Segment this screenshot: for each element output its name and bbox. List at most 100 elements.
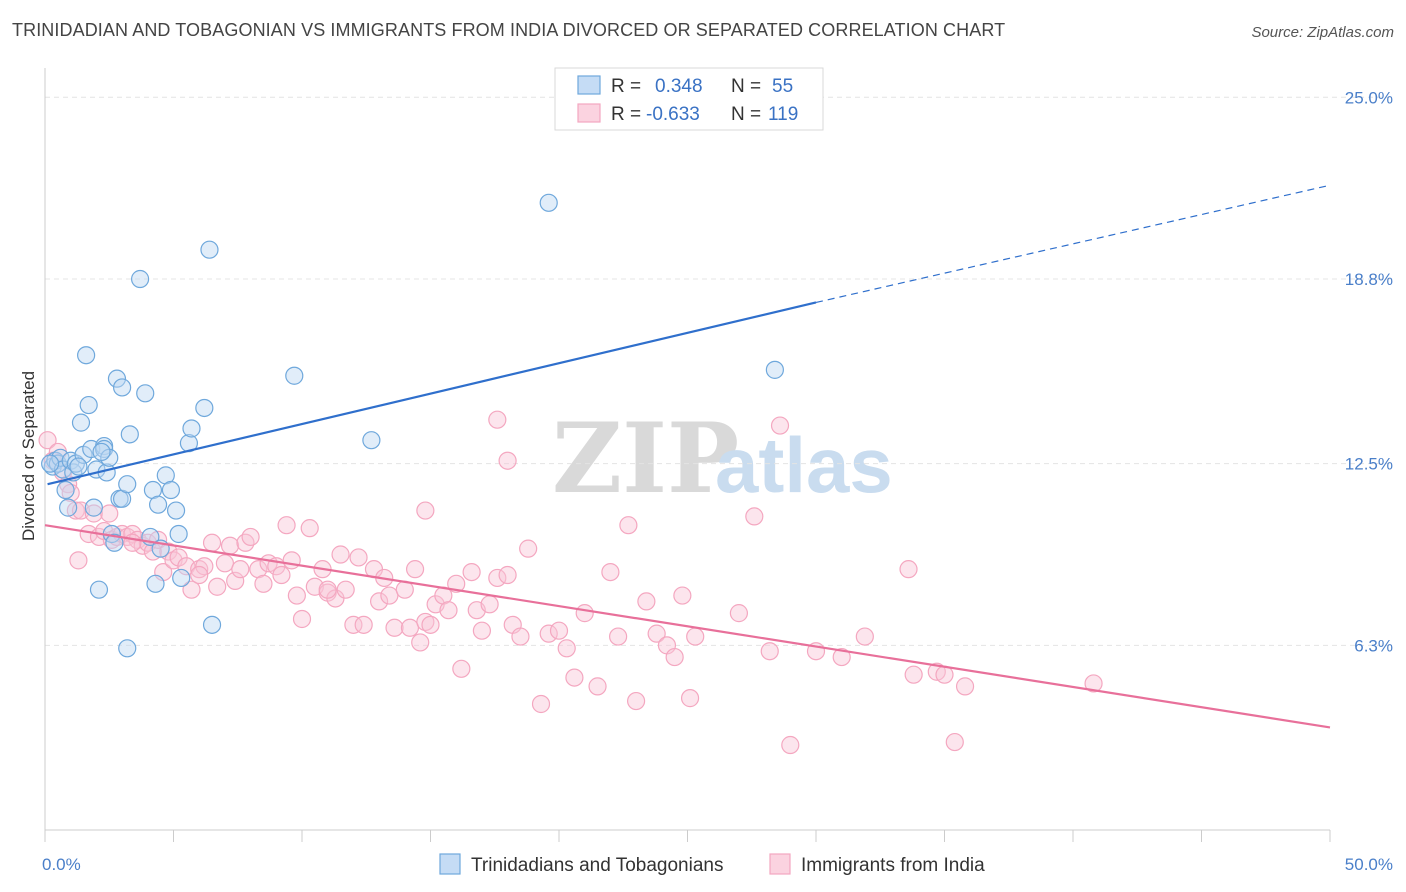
trinidad-point-15 (84, 498, 103, 517)
x-axis-ticks (44, 830, 1331, 842)
trend-line-india (44, 524, 1331, 729)
trinidad-point-44 (195, 398, 214, 418)
trend-lines (44, 184, 1331, 729)
india-point-44 (277, 516, 296, 535)
trinidad-point-46 (202, 615, 222, 634)
bottom-legend-swatch-india (769, 853, 791, 875)
trinidad-point-54 (92, 442, 111, 462)
india-point-102 (745, 507, 764, 526)
legend-r-value-1: 0.348 (655, 76, 703, 97)
india-point-91 (609, 627, 628, 646)
trinidad-point-50 (539, 193, 558, 212)
india-point-104 (770, 416, 790, 435)
india-point-45 (282, 551, 301, 570)
india-point-28 (182, 580, 201, 599)
legend-swatch-india (577, 103, 601, 123)
india-point-57 (354, 615, 373, 634)
legend-swatch-trinidad (577, 75, 601, 95)
x-axis-tick-labels: 0.0% 50.0% (42, 855, 1393, 874)
india-point-87 (565, 668, 584, 687)
india-point-92 (619, 516, 638, 535)
india-point-77 (480, 595, 499, 614)
india-point-64 (400, 618, 420, 637)
india-point-122 (318, 580, 337, 599)
india-point-82 (519, 539, 538, 558)
india-point-90 (601, 562, 620, 582)
india-point-113 (945, 732, 964, 752)
trinidad-point-51 (765, 360, 784, 379)
series-trinidad-points (41, 193, 784, 658)
series-india-points (38, 410, 1103, 755)
india-point-101 (729, 604, 749, 623)
india-point-29 (190, 560, 209, 579)
legend-r-value-2: -0.633 (646, 104, 700, 125)
trinidad-point-40 (169, 524, 188, 544)
india-point-68 (421, 615, 440, 634)
india-point-9 (84, 504, 103, 523)
india-point-86 (557, 639, 576, 658)
y-tick-label-2: 12.5% (1345, 455, 1393, 474)
india-point-59 (370, 592, 389, 611)
trinidad-point-34 (146, 574, 165, 593)
india-point-32 (208, 577, 227, 596)
india-point-31 (202, 533, 222, 552)
y-axis-label: Divorced or Separated (19, 371, 38, 541)
india-point-118 (416, 501, 435, 520)
trinidad-point-48 (362, 431, 381, 450)
india-point-33 (215, 554, 234, 573)
india-point-116 (488, 410, 507, 429)
trinidad-point-17 (89, 580, 109, 599)
legend-r-label-1: R = (611, 76, 641, 97)
trinidad-point-24 (107, 369, 127, 388)
india-point-97 (665, 647, 684, 667)
india-point-108 (855, 627, 874, 646)
watermark: ZIP atlas (552, 402, 893, 515)
india-point-110 (904, 665, 923, 684)
india-point-121 (190, 565, 209, 585)
india-point-37 (236, 533, 255, 552)
chart-title: TRINIDADIAN AND TOBAGONIAN VS IMMIGRANTS… (12, 20, 1006, 40)
bottom-legend: Trinidadians and Tobagonians Immigrants … (439, 853, 985, 876)
trinidad-point-30 (130, 269, 150, 289)
india-point-107 (832, 647, 851, 667)
trinidad-point-41 (172, 568, 191, 588)
india-point-117 (498, 451, 517, 470)
india-point-46 (287, 586, 306, 605)
india-point-99 (680, 689, 700, 708)
india-point-38 (241, 527, 260, 547)
trinidad-point-52 (41, 454, 60, 473)
legend-n-value-2: 119 (768, 104, 798, 125)
india-point-84 (539, 624, 558, 643)
india-point-34 (220, 536, 240, 555)
legend-n-label-2: N = (731, 104, 761, 125)
trinidad-point-35 (148, 495, 168, 514)
india-point-83 (531, 694, 551, 714)
trend-line-trinidad-extension (815, 184, 1331, 304)
x-tick-label-0: 0.0% (42, 855, 81, 874)
trinidad-point-38 (161, 480, 181, 500)
x-tick-label-1: 50.0% (1345, 855, 1393, 874)
india-point-56 (349, 548, 368, 567)
india-point-85 (549, 621, 569, 640)
india-point-35 (226, 571, 245, 590)
trinidad-point-53 (69, 457, 88, 476)
grid-lines (45, 96, 1395, 646)
trinidad-point-5 (56, 480, 75, 500)
trinidad-point-45 (200, 240, 219, 259)
india-point-81 (511, 627, 530, 646)
india-point-40 (254, 574, 273, 593)
source-label: Source: ZipAtlas.com (1251, 24, 1394, 41)
india-point-115 (1084, 674, 1103, 693)
trinidad-point-27 (112, 378, 132, 397)
india-point-61 (380, 586, 399, 605)
india-point-73 (452, 659, 471, 678)
india-point-79 (498, 565, 517, 585)
india-point-5 (61, 483, 80, 503)
india-point-65 (405, 560, 425, 579)
y-tick-label-3: 6.3% (1354, 636, 1393, 655)
india-point-105 (781, 735, 800, 755)
india-point-93 (626, 691, 646, 711)
india-point-72 (447, 574, 466, 593)
trinidad-point-28 (118, 475, 137, 494)
